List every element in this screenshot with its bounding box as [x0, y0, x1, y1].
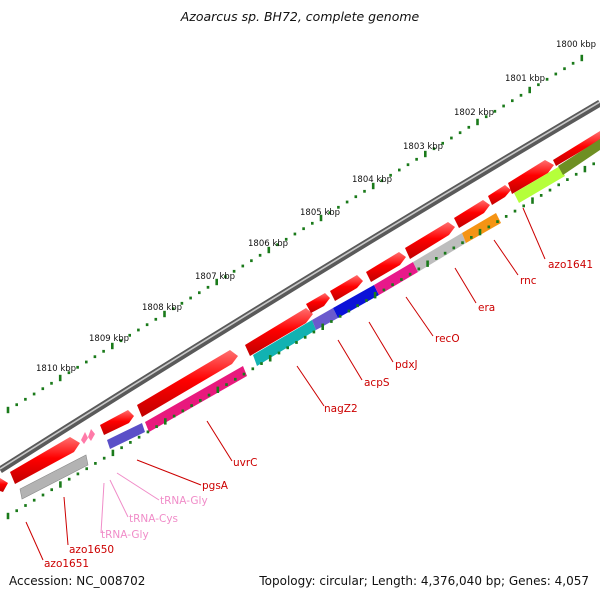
gene-label-trna-gly-2[interactable]: tRNA-Gly [101, 529, 149, 541]
reverse-strand-genes [19, 139, 600, 500]
gene-label-pdxJ[interactable]: pdxJ [395, 359, 418, 371]
gene-forward[interactable] [330, 275, 363, 301]
gene-reverse[interactable] [333, 285, 379, 318]
gene-forward[interactable] [306, 293, 330, 313]
scale-label-1806: 1806 kbp [248, 239, 288, 249]
scale-label-1807: 1807 kbp [195, 272, 235, 282]
gene-reverse[interactable] [107, 423, 145, 449]
gene-forward[interactable] [100, 410, 134, 435]
gene-reverse[interactable] [413, 233, 466, 272]
gene-label-acpS[interactable]: acpS [364, 377, 390, 389]
gene-label-recO[interactable]: recO [435, 333, 460, 345]
scale-label-1802: 1802 kbp [454, 108, 494, 118]
leader-pdxJ [368, 321, 394, 363]
gene-label-azo1651[interactable]: azo1651 [44, 558, 89, 570]
label-leaders [25, 207, 546, 561]
trna-gene[interactable] [88, 429, 95, 441]
genome-summary: Topology: circular; Length: 4,376,040 bp… [259, 574, 589, 588]
scale-label-1800: 1800 kbp [556, 40, 596, 50]
leader-azo1650 [63, 496, 69, 546]
gene-reverse[interactable] [558, 139, 600, 175]
leader-trna-cys [109, 479, 129, 518]
gene-reverse[interactable] [374, 262, 418, 295]
gene-label-pgsA[interactable]: pgsA [202, 480, 229, 492]
gene-reverse[interactable] [514, 166, 565, 203]
scale-label-1809: 1809 kbp [89, 334, 129, 344]
gene-forward[interactable] [405, 222, 455, 259]
gene-forward[interactable] [508, 160, 554, 194]
leader-rnc [493, 239, 519, 276]
forward-strand-genes [0, 131, 600, 492]
kbp-scale: 1800 kbp 1801 kbp 1802 kbp 1803 kbp 1804… [6, 40, 596, 414]
map-title: Azoarcus sp. BH72, complete genome [180, 9, 420, 24]
scale-label-1808: 1808 kbp [142, 303, 182, 313]
genome-backbone [0, 99, 600, 473]
gene-labels: azo1641 rnc era recO pdxJ acpS nagZ2 uvr… [44, 259, 593, 570]
gene-label-nagZ2[interactable]: nagZ2 [324, 403, 358, 415]
leader-azo1641 [522, 207, 546, 260]
gene-label-rnc[interactable]: rnc [520, 275, 537, 287]
scale-label-1801: 1801 kbp [505, 74, 545, 84]
gene-reverse[interactable] [19, 454, 89, 500]
gene-forward[interactable] [366, 252, 406, 282]
scale-label-1810: 1810 kbp [36, 364, 76, 374]
leader-pgsA [136, 459, 202, 486]
leader-trna-gly-2 [100, 482, 105, 534]
leader-nagZ2 [296, 365, 325, 407]
gene-label-uvrC[interactable]: uvrC [233, 457, 258, 469]
scale-labels: 1800 kbp 1801 kbp 1802 kbp 1803 kbp 1804… [36, 40, 596, 374]
leader-trna-gly-1 [116, 472, 160, 501]
gene-forward[interactable] [553, 131, 600, 166]
gene-forward[interactable] [245, 308, 313, 356]
leader-azo1651 [25, 521, 44, 561]
gene-reverse[interactable] [312, 308, 338, 330]
scale-label-1805: 1805 kbp [300, 208, 340, 218]
gene-reverse[interactable] [462, 213, 501, 243]
gene-forward[interactable] [0, 478, 8, 492]
gene-label-azo1641[interactable]: azo1641 [548, 259, 593, 271]
trna-gene[interactable] [81, 432, 88, 444]
inner-ticks [6, 162, 596, 520]
gene-forward[interactable] [137, 350, 238, 417]
scale-label-1804: 1804 kbp [352, 175, 392, 185]
accession-text: Accession: NC_008702 [9, 574, 146, 588]
gene-reverse[interactable] [253, 320, 316, 366]
scale-label-1803: 1803 kbp [403, 142, 443, 152]
gene-forward[interactable] [10, 437, 80, 484]
gene-label-era[interactable]: era [478, 302, 495, 314]
leader-uvrC [206, 420, 233, 462]
gene-label-trna-gly-1[interactable]: tRNA-Gly [160, 495, 208, 507]
gene-forward[interactable] [488, 185, 511, 205]
gene-label-azo1650[interactable]: azo1650 [69, 544, 114, 556]
leader-acpS [337, 339, 363, 381]
leader-recO [405, 296, 434, 337]
leader-era [454, 267, 477, 304]
gene-reverse[interactable] [145, 366, 247, 432]
scale-dots [6, 54, 584, 414]
gene-forward[interactable] [454, 200, 490, 228]
gene-label-trna-cys[interactable]: tRNA-Cys [129, 513, 178, 525]
